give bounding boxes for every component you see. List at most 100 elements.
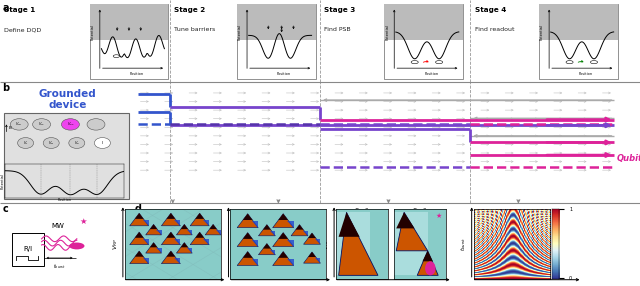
Polygon shape	[143, 220, 148, 226]
FancyBboxPatch shape	[237, 4, 316, 79]
Ellipse shape	[61, 119, 79, 130]
Polygon shape	[135, 232, 143, 238]
Polygon shape	[394, 212, 428, 275]
Polygon shape	[161, 232, 180, 245]
Polygon shape	[270, 231, 275, 236]
Ellipse shape	[87, 119, 105, 130]
Bar	[237, 4, 316, 40]
Polygon shape	[150, 243, 157, 247]
Circle shape	[436, 61, 443, 64]
Polygon shape	[396, 212, 415, 229]
Polygon shape	[303, 231, 308, 236]
Text: I: I	[102, 141, 103, 145]
Text: Potential: Potential	[385, 24, 389, 40]
Polygon shape	[177, 243, 192, 253]
Circle shape	[425, 261, 436, 275]
Text: $V_{RP}$: $V_{RP}$	[67, 121, 74, 128]
Polygon shape	[243, 233, 252, 239]
Polygon shape	[259, 244, 275, 255]
Ellipse shape	[44, 138, 60, 148]
Text: Stage 3: Stage 3	[324, 7, 356, 13]
Text: Position: Position	[277, 72, 291, 76]
Text: b: b	[3, 83, 10, 93]
Text: B: B	[8, 126, 11, 130]
Polygon shape	[291, 225, 308, 236]
Ellipse shape	[69, 138, 84, 148]
Polygon shape	[339, 212, 360, 237]
Text: $B>0$: $B>0$	[412, 206, 428, 214]
Bar	[90, 4, 168, 40]
Text: ★: ★	[79, 217, 87, 226]
Bar	[384, 4, 463, 40]
Polygon shape	[143, 258, 148, 264]
Polygon shape	[303, 252, 321, 263]
Text: $V_{RP}$: $V_{RP}$	[322, 238, 331, 250]
Text: $t_{burst}$: $t_{burst}$	[460, 237, 468, 251]
Polygon shape	[252, 240, 259, 247]
Text: $t_{burst}$: $t_{burst}$	[53, 262, 66, 271]
Text: MW: MW	[51, 223, 64, 229]
Circle shape	[566, 61, 573, 64]
Polygon shape	[203, 239, 209, 245]
Polygon shape	[187, 248, 192, 253]
Polygon shape	[296, 225, 303, 230]
Polygon shape	[273, 233, 294, 247]
Polygon shape	[422, 251, 433, 261]
FancyBboxPatch shape	[90, 4, 168, 79]
Polygon shape	[237, 214, 259, 228]
Polygon shape	[161, 213, 180, 226]
Polygon shape	[166, 232, 175, 238]
Polygon shape	[243, 214, 252, 220]
Polygon shape	[237, 251, 259, 265]
Polygon shape	[174, 258, 180, 264]
Text: $V_L$: $V_L$	[23, 139, 28, 147]
Ellipse shape	[33, 119, 51, 130]
Polygon shape	[135, 213, 143, 219]
Circle shape	[591, 61, 598, 64]
Polygon shape	[287, 259, 294, 265]
Polygon shape	[252, 259, 259, 265]
Text: a: a	[3, 3, 9, 13]
Text: Define DQD: Define DQD	[4, 27, 42, 32]
Circle shape	[113, 55, 120, 57]
Polygon shape	[209, 225, 217, 229]
Polygon shape	[150, 225, 157, 229]
Text: Stage 2: Stage 2	[174, 7, 205, 13]
Polygon shape	[417, 251, 438, 275]
Polygon shape	[216, 230, 221, 235]
Circle shape	[69, 243, 84, 249]
Text: $V_M$: $V_M$	[48, 139, 54, 147]
Text: Position: Position	[579, 72, 593, 76]
Text: Potential: Potential	[238, 24, 242, 40]
Polygon shape	[396, 212, 428, 251]
Polygon shape	[180, 243, 188, 247]
Ellipse shape	[95, 138, 111, 148]
Polygon shape	[273, 214, 294, 228]
Polygon shape	[161, 251, 180, 264]
Text: c: c	[3, 204, 8, 214]
Polygon shape	[308, 233, 316, 238]
Bar	[12, 233, 44, 266]
Text: $V_{RP}$: $V_{RP}$	[216, 238, 225, 250]
Polygon shape	[308, 252, 316, 257]
Text: Position: Position	[424, 72, 438, 76]
Y-axis label: Potential: Potential	[1, 173, 5, 189]
Polygon shape	[287, 221, 294, 228]
Polygon shape	[187, 230, 192, 235]
Polygon shape	[195, 213, 204, 219]
Polygon shape	[243, 251, 252, 258]
Text: $V_{SD}$: $V_{SD}$	[15, 121, 23, 128]
Polygon shape	[237, 233, 259, 247]
Polygon shape	[166, 251, 175, 257]
Text: d: d	[134, 204, 141, 214]
Polygon shape	[156, 248, 161, 253]
Polygon shape	[143, 239, 148, 245]
Text: Find readout: Find readout	[475, 27, 515, 32]
Polygon shape	[190, 232, 209, 245]
Polygon shape	[156, 230, 161, 235]
Polygon shape	[278, 233, 288, 239]
Polygon shape	[130, 251, 148, 264]
Polygon shape	[315, 239, 321, 244]
X-axis label: Position: Position	[57, 198, 72, 202]
Polygon shape	[130, 213, 148, 226]
